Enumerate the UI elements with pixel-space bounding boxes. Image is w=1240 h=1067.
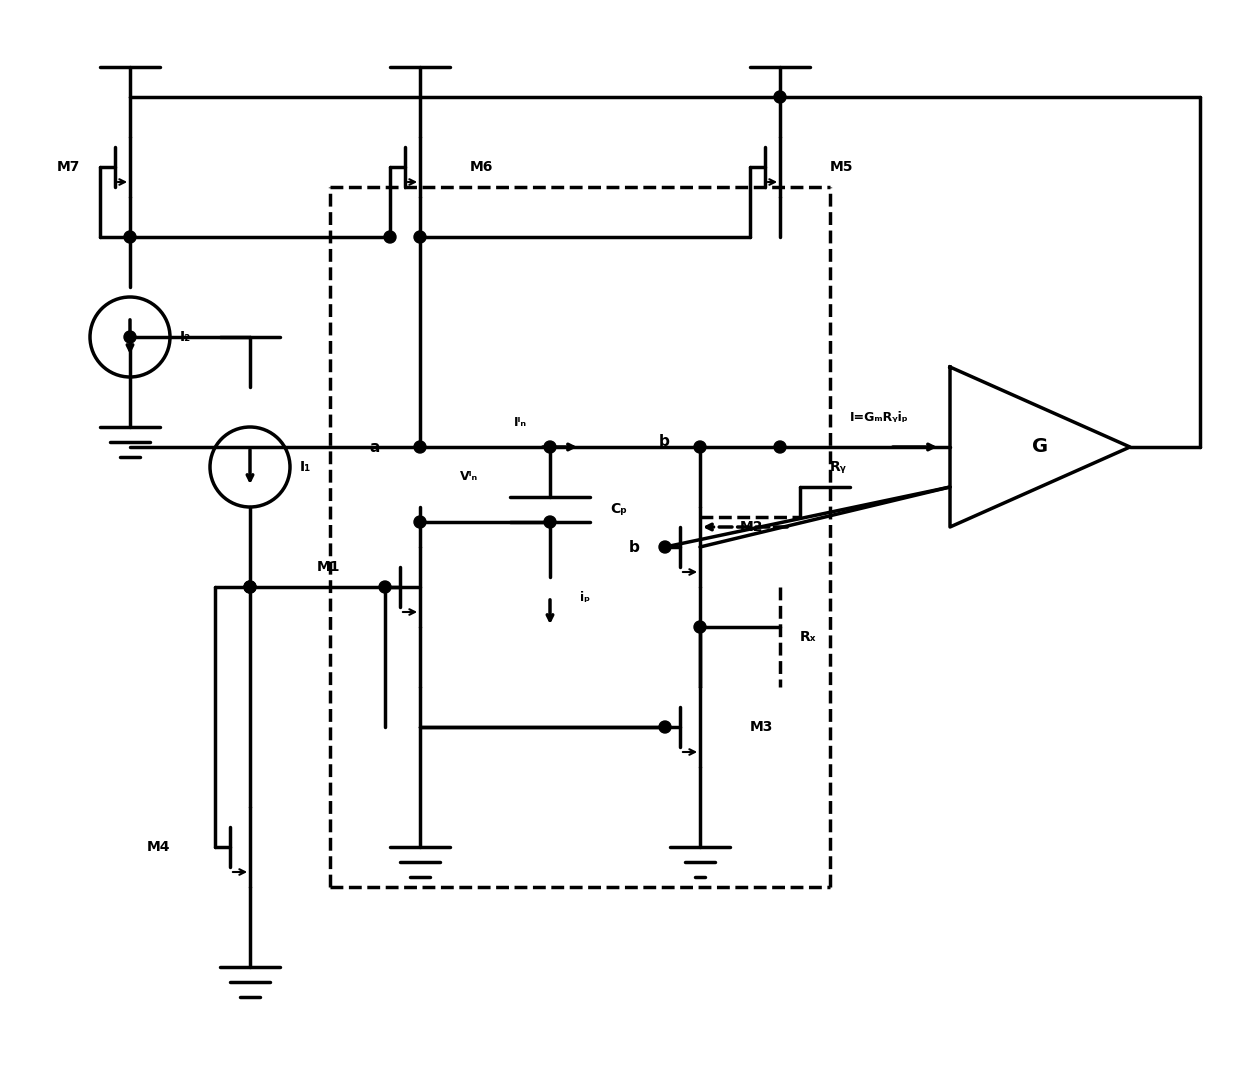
Circle shape [124, 331, 136, 343]
Circle shape [694, 621, 706, 633]
Text: I=GₘRᵧiₚ: I=GₘRᵧiₚ [849, 411, 909, 424]
Text: b: b [660, 434, 670, 449]
Circle shape [774, 91, 786, 103]
Text: Cₚ: Cₚ [610, 501, 627, 516]
Text: iₚ: iₚ [580, 590, 590, 604]
Text: Iᴵₙ: Iᴵₙ [513, 415, 527, 429]
Circle shape [414, 441, 427, 453]
Text: M4: M4 [146, 840, 170, 854]
Text: a: a [370, 440, 379, 455]
Circle shape [658, 541, 671, 553]
Text: Rₓ: Rₓ [800, 630, 816, 644]
Circle shape [244, 582, 255, 593]
Text: Rᵧ: Rᵧ [830, 460, 847, 474]
Circle shape [244, 582, 255, 593]
Text: M2: M2 [740, 520, 764, 534]
Circle shape [124, 230, 136, 243]
Text: b: b [629, 540, 640, 555]
Text: M3: M3 [750, 720, 774, 734]
Text: M7: M7 [57, 160, 81, 174]
Text: M6: M6 [470, 160, 494, 174]
Text: I₁: I₁ [300, 460, 311, 474]
Circle shape [658, 721, 671, 733]
Circle shape [384, 230, 396, 243]
Circle shape [544, 441, 556, 453]
Text: Vᴵₙ: Vᴵₙ [460, 471, 479, 483]
Circle shape [774, 441, 786, 453]
Circle shape [544, 516, 556, 528]
Text: G: G [1032, 437, 1048, 457]
Circle shape [414, 230, 427, 243]
Text: M5: M5 [830, 160, 853, 174]
Text: I₂: I₂ [180, 330, 191, 344]
Circle shape [379, 582, 391, 593]
Circle shape [694, 441, 706, 453]
Text: M1: M1 [316, 560, 340, 574]
Circle shape [414, 516, 427, 528]
